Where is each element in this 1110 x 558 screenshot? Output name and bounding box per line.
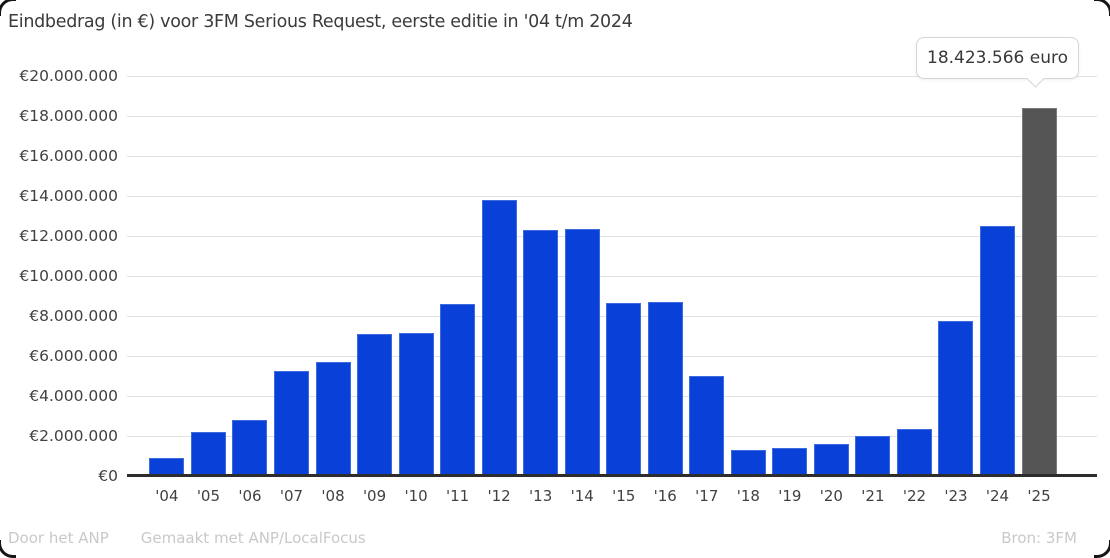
gridline (127, 115, 1097, 117)
bar-05[interactable] (190, 432, 226, 476)
x-axis-tick-label: '05 (196, 487, 221, 505)
x-axis-tick-label: '12 (487, 487, 511, 505)
gridline (127, 195, 1097, 197)
bar-19[interactable] (772, 448, 808, 476)
gridline (127, 76, 1097, 77)
bar-20[interactable] (813, 444, 849, 476)
footer-credit-anp: Door het ANP (8, 529, 109, 547)
x-axis-tick-label: '10 (404, 487, 428, 505)
x-axis-tick-label: '23 (944, 487, 968, 505)
x-axis-tick-label: '21 (861, 487, 885, 505)
gridline (127, 275, 1097, 277)
bar-17[interactable] (689, 376, 725, 476)
bar-15[interactable] (606, 303, 642, 476)
y-axis-tick-label: €2.000.000 (29, 426, 118, 445)
bar-25[interactable] (1021, 107, 1057, 476)
tooltip: 18.423.566 euro (916, 37, 1079, 88)
chart-title: Eindbedrag (in €) voor 3FM Serious Reque… (8, 12, 633, 32)
x-axis-tick-label: '14 (570, 487, 594, 505)
window-corner-top-left (0, 0, 16, 16)
bar-21[interactable] (855, 436, 891, 476)
x-axis-tick-label: '08 (321, 487, 345, 505)
gridline (127, 235, 1097, 237)
bar-12[interactable] (481, 200, 517, 476)
y-axis-tick-label: €6.000.000 (29, 346, 118, 365)
y-axis-tick-label: €10.000.000 (19, 266, 118, 285)
x-axis-tick-label: '07 (279, 487, 304, 505)
x-axis-baseline (127, 473, 1097, 477)
x-axis-tick-label: '24 (985, 487, 1010, 505)
x-axis-tick-label: '04 (155, 487, 179, 505)
x-axis-tick-label: '20 (819, 487, 843, 505)
bar-24[interactable] (980, 226, 1015, 476)
x-axis-tick-label: '15 (612, 487, 636, 505)
bar-06[interactable] (232, 420, 268, 476)
bar-23[interactable] (938, 321, 974, 476)
y-axis-tick-label: €4.000.000 (29, 386, 118, 405)
footer-source: Bron: 3FM (1001, 529, 1077, 547)
bar-09[interactable] (357, 334, 393, 476)
y-axis-tick-label: €20.000.000 (19, 67, 118, 85)
y-axis-tick-label: €16.000.000 (19, 146, 118, 165)
tooltip-text: 18.423.566 euro (927, 48, 1068, 68)
x-axis-tick-label: '17 (695, 487, 719, 505)
y-axis-tick-label: €0 (98, 466, 118, 485)
x-axis-tick-label: '25 (1027, 487, 1051, 505)
x-axis-tick-label: '09 (362, 487, 387, 505)
bar-04[interactable] (149, 457, 185, 476)
y-axis-tick-label: €12.000.000 (19, 226, 118, 245)
bar-14[interactable] (564, 229, 600, 476)
bar-16[interactable] (647, 302, 683, 476)
x-axis-tick-label: '19 (778, 487, 802, 505)
y-axis-tick-label: €18.000.000 (19, 106, 118, 125)
y-axis-tick-label: €8.000.000 (29, 306, 118, 325)
footer-credit-localfocus: Gemaakt met ANP/LocalFocus (140, 529, 366, 547)
bar-07[interactable] (273, 371, 309, 476)
x-axis-tick-label: '06 (238, 487, 262, 505)
bar-18[interactable] (730, 450, 766, 476)
bar-10[interactable] (398, 333, 434, 476)
footer: Door het ANP Gemaakt met ANP/LocalFocus … (8, 529, 1102, 547)
y-axis-tick-label: €14.000.000 (19, 186, 118, 205)
bar-22[interactable] (896, 429, 932, 476)
gridline (127, 155, 1097, 157)
x-axis-tick-label: '22 (902, 487, 927, 505)
x-axis-tick-label: '18 (736, 487, 760, 505)
window-corner-top-right (1094, 0, 1110, 16)
bar-11[interactable] (440, 304, 476, 476)
bar-13[interactable] (523, 230, 559, 476)
x-axis-tick-label: '11 (446, 487, 470, 505)
bar-08[interactable] (315, 362, 351, 476)
x-axis-tick-label: '13 (529, 487, 553, 505)
x-axis-tick-label: '16 (653, 487, 677, 505)
